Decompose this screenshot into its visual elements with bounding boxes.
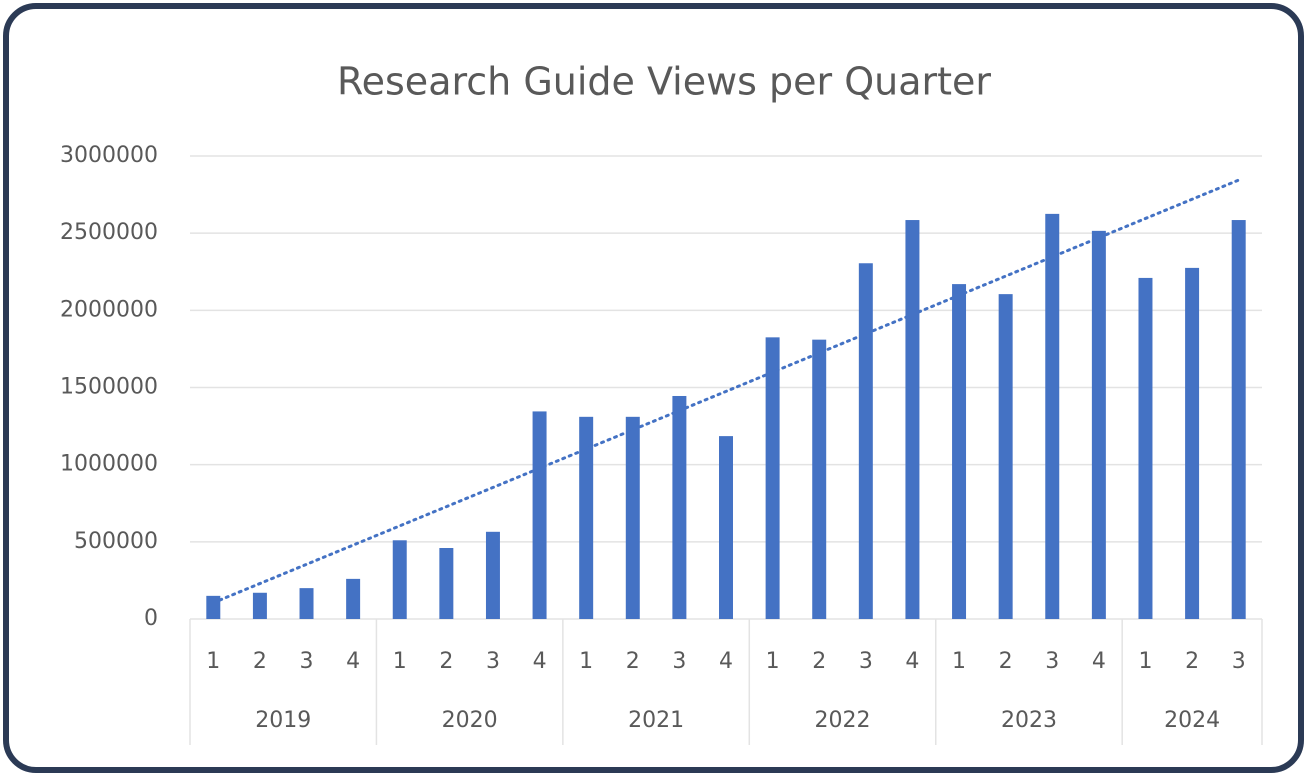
bar bbox=[532, 411, 547, 619]
x-tick-label: 3 bbox=[1232, 649, 1246, 674]
x-tick-label: 3 bbox=[859, 649, 873, 674]
bar bbox=[625, 416, 640, 619]
x-tick-label: 2 bbox=[999, 649, 1013, 674]
x-tick-label: 1 bbox=[206, 649, 220, 674]
x-tick-label: 1 bbox=[766, 649, 780, 674]
x-tick-label: 3 bbox=[672, 649, 686, 674]
y-tick-label: 1500000 bbox=[60, 375, 158, 400]
bar bbox=[812, 339, 827, 619]
x-tick-label: 1 bbox=[952, 649, 966, 674]
x-tick-label: 2 bbox=[439, 649, 453, 674]
chart-title: Research Guide Views per Quarter bbox=[337, 60, 991, 104]
bar bbox=[299, 588, 314, 619]
y-tick-label: 2500000 bbox=[60, 220, 158, 245]
bar bbox=[206, 595, 221, 619]
x-tick-label: 2 bbox=[253, 649, 267, 674]
x-tick-label: 3 bbox=[486, 649, 500, 674]
bar bbox=[252, 592, 267, 619]
x-group-label: 2019 bbox=[255, 708, 311, 733]
bar bbox=[1091, 230, 1106, 619]
x-tick-label: 2 bbox=[812, 649, 826, 674]
x-tick-label: 1 bbox=[1138, 649, 1152, 674]
bar bbox=[672, 395, 687, 619]
x-tick-label: 4 bbox=[905, 649, 919, 674]
x-tick-label: 2 bbox=[1185, 649, 1199, 674]
trendline bbox=[211, 178, 1241, 605]
bar bbox=[1045, 213, 1060, 619]
bar bbox=[858, 263, 873, 619]
x-group-label: 2020 bbox=[442, 708, 498, 733]
x-tick-label: 3 bbox=[300, 649, 314, 674]
y-tick-label: 3000000 bbox=[60, 143, 158, 168]
bar bbox=[1231, 220, 1246, 619]
bar bbox=[1185, 267, 1200, 619]
y-tick-label: 500000 bbox=[74, 529, 158, 554]
bar bbox=[952, 284, 967, 619]
bar bbox=[1138, 277, 1153, 619]
x-tick-label: 1 bbox=[393, 649, 407, 674]
bar bbox=[439, 548, 454, 619]
x-tick-label: 4 bbox=[1092, 649, 1106, 674]
y-tick-label: 0 bbox=[144, 606, 158, 631]
bar bbox=[765, 337, 780, 619]
bar bbox=[485, 531, 500, 619]
x-tick-label: 4 bbox=[533, 649, 547, 674]
bar bbox=[905, 220, 920, 619]
x-group-label: 2022 bbox=[815, 708, 871, 733]
bar bbox=[579, 416, 594, 619]
x-tick-label: 3 bbox=[1045, 649, 1059, 674]
y-tick-label: 1000000 bbox=[60, 452, 158, 477]
x-tick-label: 2 bbox=[626, 649, 640, 674]
x-tick-label: 4 bbox=[346, 649, 360, 674]
x-tick-label: 1 bbox=[579, 649, 593, 674]
x-tick-label: 4 bbox=[719, 649, 733, 674]
bar bbox=[392, 540, 407, 619]
bar bbox=[346, 578, 361, 619]
x-group-label: 2021 bbox=[628, 708, 684, 733]
bar bbox=[998, 294, 1013, 619]
x-group-label: 2024 bbox=[1164, 708, 1220, 733]
x-group-label: 2023 bbox=[1001, 708, 1057, 733]
bar bbox=[719, 436, 733, 619]
y-tick-label: 2000000 bbox=[60, 297, 158, 322]
